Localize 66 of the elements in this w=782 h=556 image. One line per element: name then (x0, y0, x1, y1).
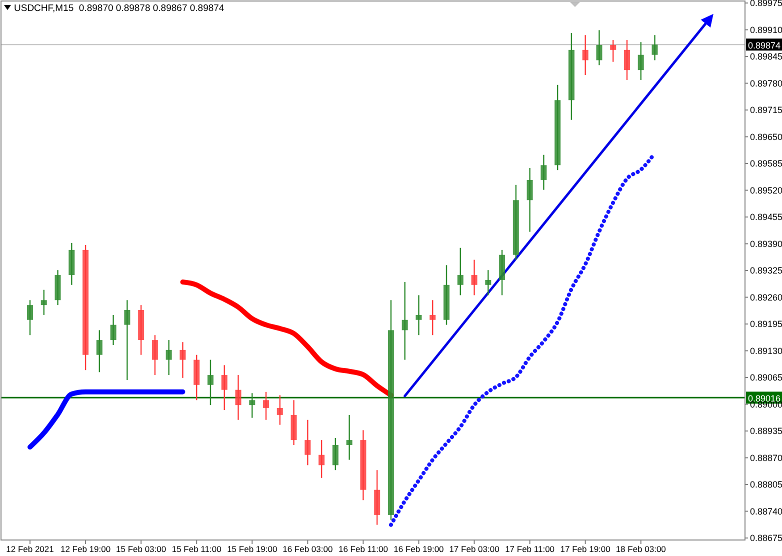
candlestick (652, 34, 658, 61)
candlestick (638, 41, 644, 81)
candlestick (596, 30, 602, 66)
y-tick-label: 0.88935 (750, 426, 782, 436)
y-tick-label: 0.89390 (750, 238, 782, 249)
y-tick-label: 0.88870 (750, 452, 782, 463)
candlestick (207, 359, 214, 406)
candlestick (457, 247, 464, 296)
y-tick-label: 0.89520 (750, 185, 782, 196)
x-tick-label: 16 Feb 11:00 (338, 544, 388, 554)
candlestick (235, 374, 242, 420)
y-tick-label: 0.89130 (750, 346, 782, 356)
x-tick-label: 12 Feb 2021 (6, 544, 54, 554)
x-tick-label: 16 Feb 03:00 (282, 544, 333, 554)
y-tick-label: 0.89845 (750, 52, 782, 62)
candlestick (318, 439, 325, 479)
x-tick-label: 17 Feb 03:00 (449, 544, 500, 554)
candlestick (180, 342, 186, 379)
y-tick-label: 0.89975 (750, 0, 782, 8)
candlestick (110, 314, 116, 346)
y-tick-label: 0.89065 (750, 372, 782, 383)
candlestick (332, 437, 338, 471)
y-tick-label: 0.89650 (750, 132, 782, 142)
ref-line-label: 0.89874 (748, 40, 781, 51)
candlestick (610, 39, 616, 62)
candlestick (263, 391, 270, 420)
y-tick-label: 0.89260 (750, 292, 782, 302)
candlestick (166, 339, 172, 376)
candlestick (485, 269, 492, 296)
y-tick-label: 0.88740 (750, 506, 782, 516)
y-tick-label: 0.88805 (750, 480, 782, 490)
candlestick (304, 419, 311, 466)
candlestick (471, 259, 478, 296)
candlestick (540, 154, 547, 190)
y-tick-label: 0.89715 (750, 105, 782, 116)
x-tick-label: 18 Feb 03:00 (616, 544, 666, 554)
y-tick-label: 0.88675 (750, 533, 782, 544)
candlestick (276, 394, 283, 426)
candlestick (582, 34, 588, 76)
y-tick-label: 0.89585 (750, 158, 782, 169)
x-tick-label: 17 Feb 19:00 (560, 544, 611, 554)
x-tick-label: 15 Feb 11:00 (172, 544, 222, 554)
x-tick-label: 12 Feb 19:00 (60, 544, 111, 554)
candlestick (526, 167, 533, 232)
candlestick (152, 334, 158, 376)
x-tick-label: 15 Feb 03:00 (116, 544, 166, 554)
candlestick (402, 281, 408, 360)
candlestick (249, 392, 256, 418)
candlestick (346, 414, 352, 460)
y-tick-label: 0.89455 (750, 212, 782, 222)
candlestick (430, 300, 436, 336)
candlestick (27, 300, 33, 336)
y-tick-label: 0.89325 (750, 266, 782, 276)
y-tick-label: 0.89195 (750, 319, 782, 330)
x-tick-label: 16 Feb 19:00 (394, 544, 444, 554)
candlestick (416, 294, 422, 336)
candlestick (96, 330, 102, 373)
x-tick-label: 17 Feb 11:00 (505, 544, 555, 554)
y-tick-label: 0.89910 (750, 24, 782, 35)
candlestick (40, 289, 47, 316)
y-tick-label: 0.89780 (750, 78, 782, 88)
x-tick-label: 15 Feb 19:00 (227, 544, 278, 554)
candlestick (624, 39, 630, 81)
candlestick (221, 364, 228, 411)
chart-title: USDCHF,M15 0.89870 0.89878 0.89867 0.89874 (14, 3, 224, 14)
candlestick (124, 300, 130, 381)
